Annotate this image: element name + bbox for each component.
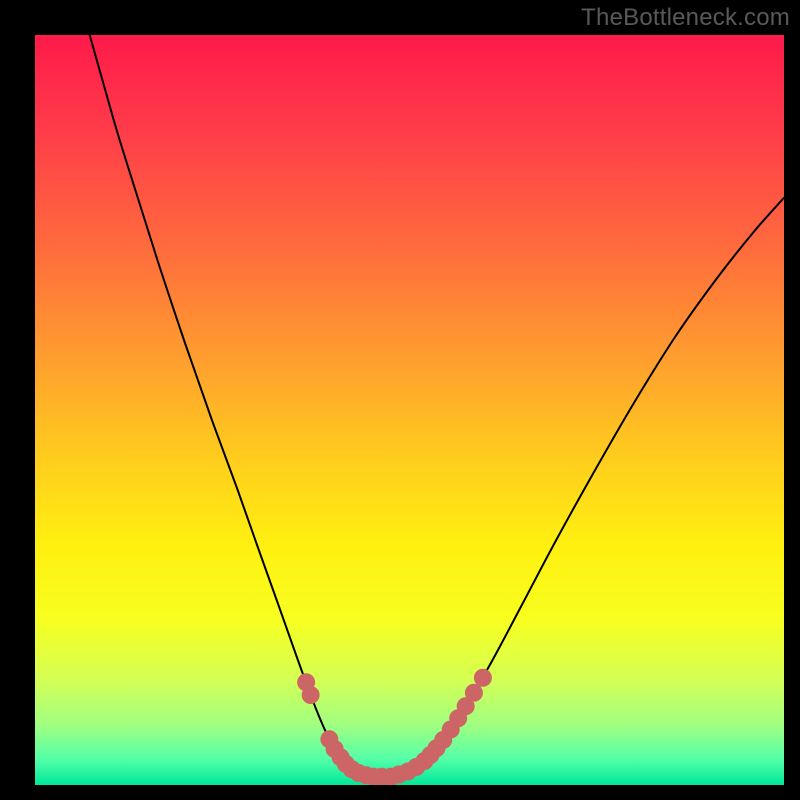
marker-dot: [474, 669, 492, 687]
plot-area: [35, 35, 784, 786]
watermark-text: TheBottleneck.com: [581, 4, 790, 32]
chart-frame: TheBottleneck.com: [0, 0, 800, 800]
chart-svg: [0, 0, 800, 800]
gradient-background: [35, 35, 784, 785]
marker-dot: [465, 684, 483, 702]
marker-dot: [302, 686, 320, 704]
